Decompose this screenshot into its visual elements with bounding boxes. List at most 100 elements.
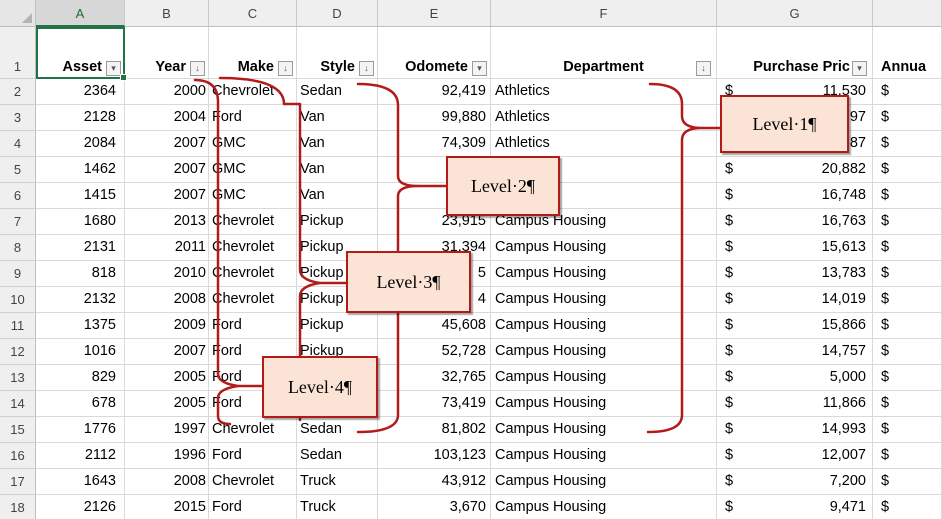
cell-style[interactable]: Van: [297, 105, 378, 131]
cell-department[interactable]: Campus Housing: [491, 235, 717, 261]
cell-make[interactable]: Chevrolet: [209, 79, 297, 105]
cell-style[interactable]: Truck: [297, 495, 378, 519]
cell-department[interactable]: Campus Housing: [491, 287, 717, 313]
cell-odometer[interactable]: 99,880: [378, 105, 491, 131]
cell-year[interactable]: 2005: [125, 365, 209, 391]
row-header[interactable]: 13: [0, 365, 36, 391]
cell-style[interactable]: Pickup: [297, 209, 378, 235]
filter-sorted-department[interactable]: ↓: [696, 61, 711, 76]
header-department[interactable]: Department: [491, 27, 717, 79]
header-year[interactable]: Year: [125, 27, 209, 79]
cell-asset[interactable]: 1375: [36, 313, 125, 339]
cell-year[interactable]: 1996: [125, 443, 209, 469]
cell-year[interactable]: 2004: [125, 105, 209, 131]
header-purchase-price[interactable]: Purchase Pric: [717, 27, 873, 79]
column-header-b[interactable]: B: [125, 0, 209, 27]
cell-year[interactable]: 2008: [125, 469, 209, 495]
cell-make[interactable]: Chevrolet: [209, 235, 297, 261]
cell-asset[interactable]: 2364: [36, 79, 125, 105]
column-header-g[interactable]: G: [717, 0, 873, 27]
cell-purchase-price[interactable]: $20,882: [717, 157, 873, 183]
cell-department[interactable]: Campus Housing: [491, 365, 717, 391]
cell-purchase-price[interactable]: $9,471: [717, 495, 873, 519]
cell-odometer[interactable]: 74,309: [378, 131, 491, 157]
filter-dropdown-purchase-price[interactable]: ▾: [852, 61, 867, 76]
cell-department[interactable]: [491, 157, 717, 183]
cell-style[interactable]: Sedan: [297, 79, 378, 105]
cell-asset[interactable]: 1680: [36, 209, 125, 235]
filter-dropdown-odometer[interactable]: ▾: [472, 61, 487, 76]
row-header[interactable]: 16: [0, 443, 36, 469]
header-odometer[interactable]: Odomete: [378, 27, 491, 79]
cell-odometer[interactable]: 3,670: [378, 495, 491, 519]
row-header[interactable]: 7: [0, 209, 36, 235]
row-header[interactable]: 2: [0, 79, 36, 105]
cell-style[interactable]: Truck: [297, 469, 378, 495]
cell-make[interactable]: Ford: [209, 495, 297, 519]
cell-purchase-price[interactable]: $16,748: [717, 183, 873, 209]
cell-purchase-price[interactable]: $15,613: [717, 235, 873, 261]
cell-department[interactable]: Athletics: [491, 131, 717, 157]
cell-style[interactable]: Van: [297, 131, 378, 157]
cell-make[interactable]: Ford: [209, 339, 297, 365]
cell-department[interactable]: Campus Housing: [491, 313, 717, 339]
cell-purchase-price[interactable]: $14,019: [717, 287, 873, 313]
row-header[interactable]: 5: [0, 157, 36, 183]
cell-purchase-price[interactable]: $11,866: [717, 391, 873, 417]
column-header-d[interactable]: D: [297, 0, 378, 27]
cell-style[interactable]: Van: [297, 157, 378, 183]
column-header-a[interactable]: A: [36, 0, 125, 27]
cell-year[interactable]: 2007: [125, 157, 209, 183]
cell-odometer[interactable]: 45,608: [378, 313, 491, 339]
cell-purchase-price[interactable]: $12,007: [717, 443, 873, 469]
cell-make[interactable]: Chevrolet: [209, 287, 297, 313]
cell-odometer[interactable]: 23,915: [378, 209, 491, 235]
column-header-h[interactable]: [873, 0, 942, 27]
row-header[interactable]: 8: [0, 235, 36, 261]
cell-purchase-price[interactable]: $13,783: [717, 261, 873, 287]
filter-sorted-style[interactable]: ↓: [359, 61, 374, 76]
cell-make[interactable]: GMC: [209, 131, 297, 157]
select-all-corner[interactable]: [0, 0, 36, 27]
cell-year[interactable]: 2007: [125, 131, 209, 157]
cell-department[interactable]: Campus Housing: [491, 417, 717, 443]
cell-odometer[interactable]: 92,419: [378, 79, 491, 105]
column-header-e[interactable]: E: [378, 0, 491, 27]
cell-style[interactable]: Sedan: [297, 443, 378, 469]
cell-odometer[interactable]: 81,802: [378, 417, 491, 443]
cell-purchase-price[interactable]: $15,866: [717, 313, 873, 339]
filter-sorted-year[interactable]: ↓: [190, 61, 205, 76]
row-header[interactable]: 15: [0, 417, 36, 443]
column-header-c[interactable]: C: [209, 0, 297, 27]
row-header[interactable]: 10: [0, 287, 36, 313]
cell-department[interactable]: Campus Housing: [491, 261, 717, 287]
cell-style[interactable]: Pickup: [297, 235, 378, 261]
cell-asset[interactable]: 2131: [36, 235, 125, 261]
row-header[interactable]: 3: [0, 105, 36, 131]
cell-make[interactable]: Chevrolet: [209, 261, 297, 287]
cell-year[interactable]: 2007: [125, 183, 209, 209]
cell-style[interactable]: Van: [297, 183, 378, 209]
cell-asset[interactable]: 2132: [36, 287, 125, 313]
row-header[interactable]: 12: [0, 339, 36, 365]
row-header[interactable]: 4: [0, 131, 36, 157]
filter-sorted-make[interactable]: ↓: [278, 61, 293, 76]
cell-asset[interactable]: 2112: [36, 443, 125, 469]
cell-make[interactable]: Ford: [209, 443, 297, 469]
cell-asset[interactable]: 829: [36, 365, 125, 391]
cell-style[interactable]: Pickup: [297, 313, 378, 339]
cell-year[interactable]: 2011: [125, 235, 209, 261]
cell-department[interactable]: Athletics: [491, 105, 717, 131]
cell-odometer[interactable]: 73,419: [378, 391, 491, 417]
cell-year[interactable]: 2000: [125, 79, 209, 105]
cell-purchase-price[interactable]: $7,200: [717, 469, 873, 495]
filter-dropdown-asset[interactable]: ▾: [106, 61, 121, 76]
cell-department[interactable]: Campus Housing: [491, 495, 717, 519]
cell-year[interactable]: 2015: [125, 495, 209, 519]
cell-odometer[interactable]: 103,123: [378, 443, 491, 469]
cell-department[interactable]: Campus Housing: [491, 339, 717, 365]
header-make[interactable]: Make: [209, 27, 297, 79]
cell-year[interactable]: 2005: [125, 391, 209, 417]
cell-asset[interactable]: 1776: [36, 417, 125, 443]
cell-department[interactable]: Campus Housing: [491, 209, 717, 235]
